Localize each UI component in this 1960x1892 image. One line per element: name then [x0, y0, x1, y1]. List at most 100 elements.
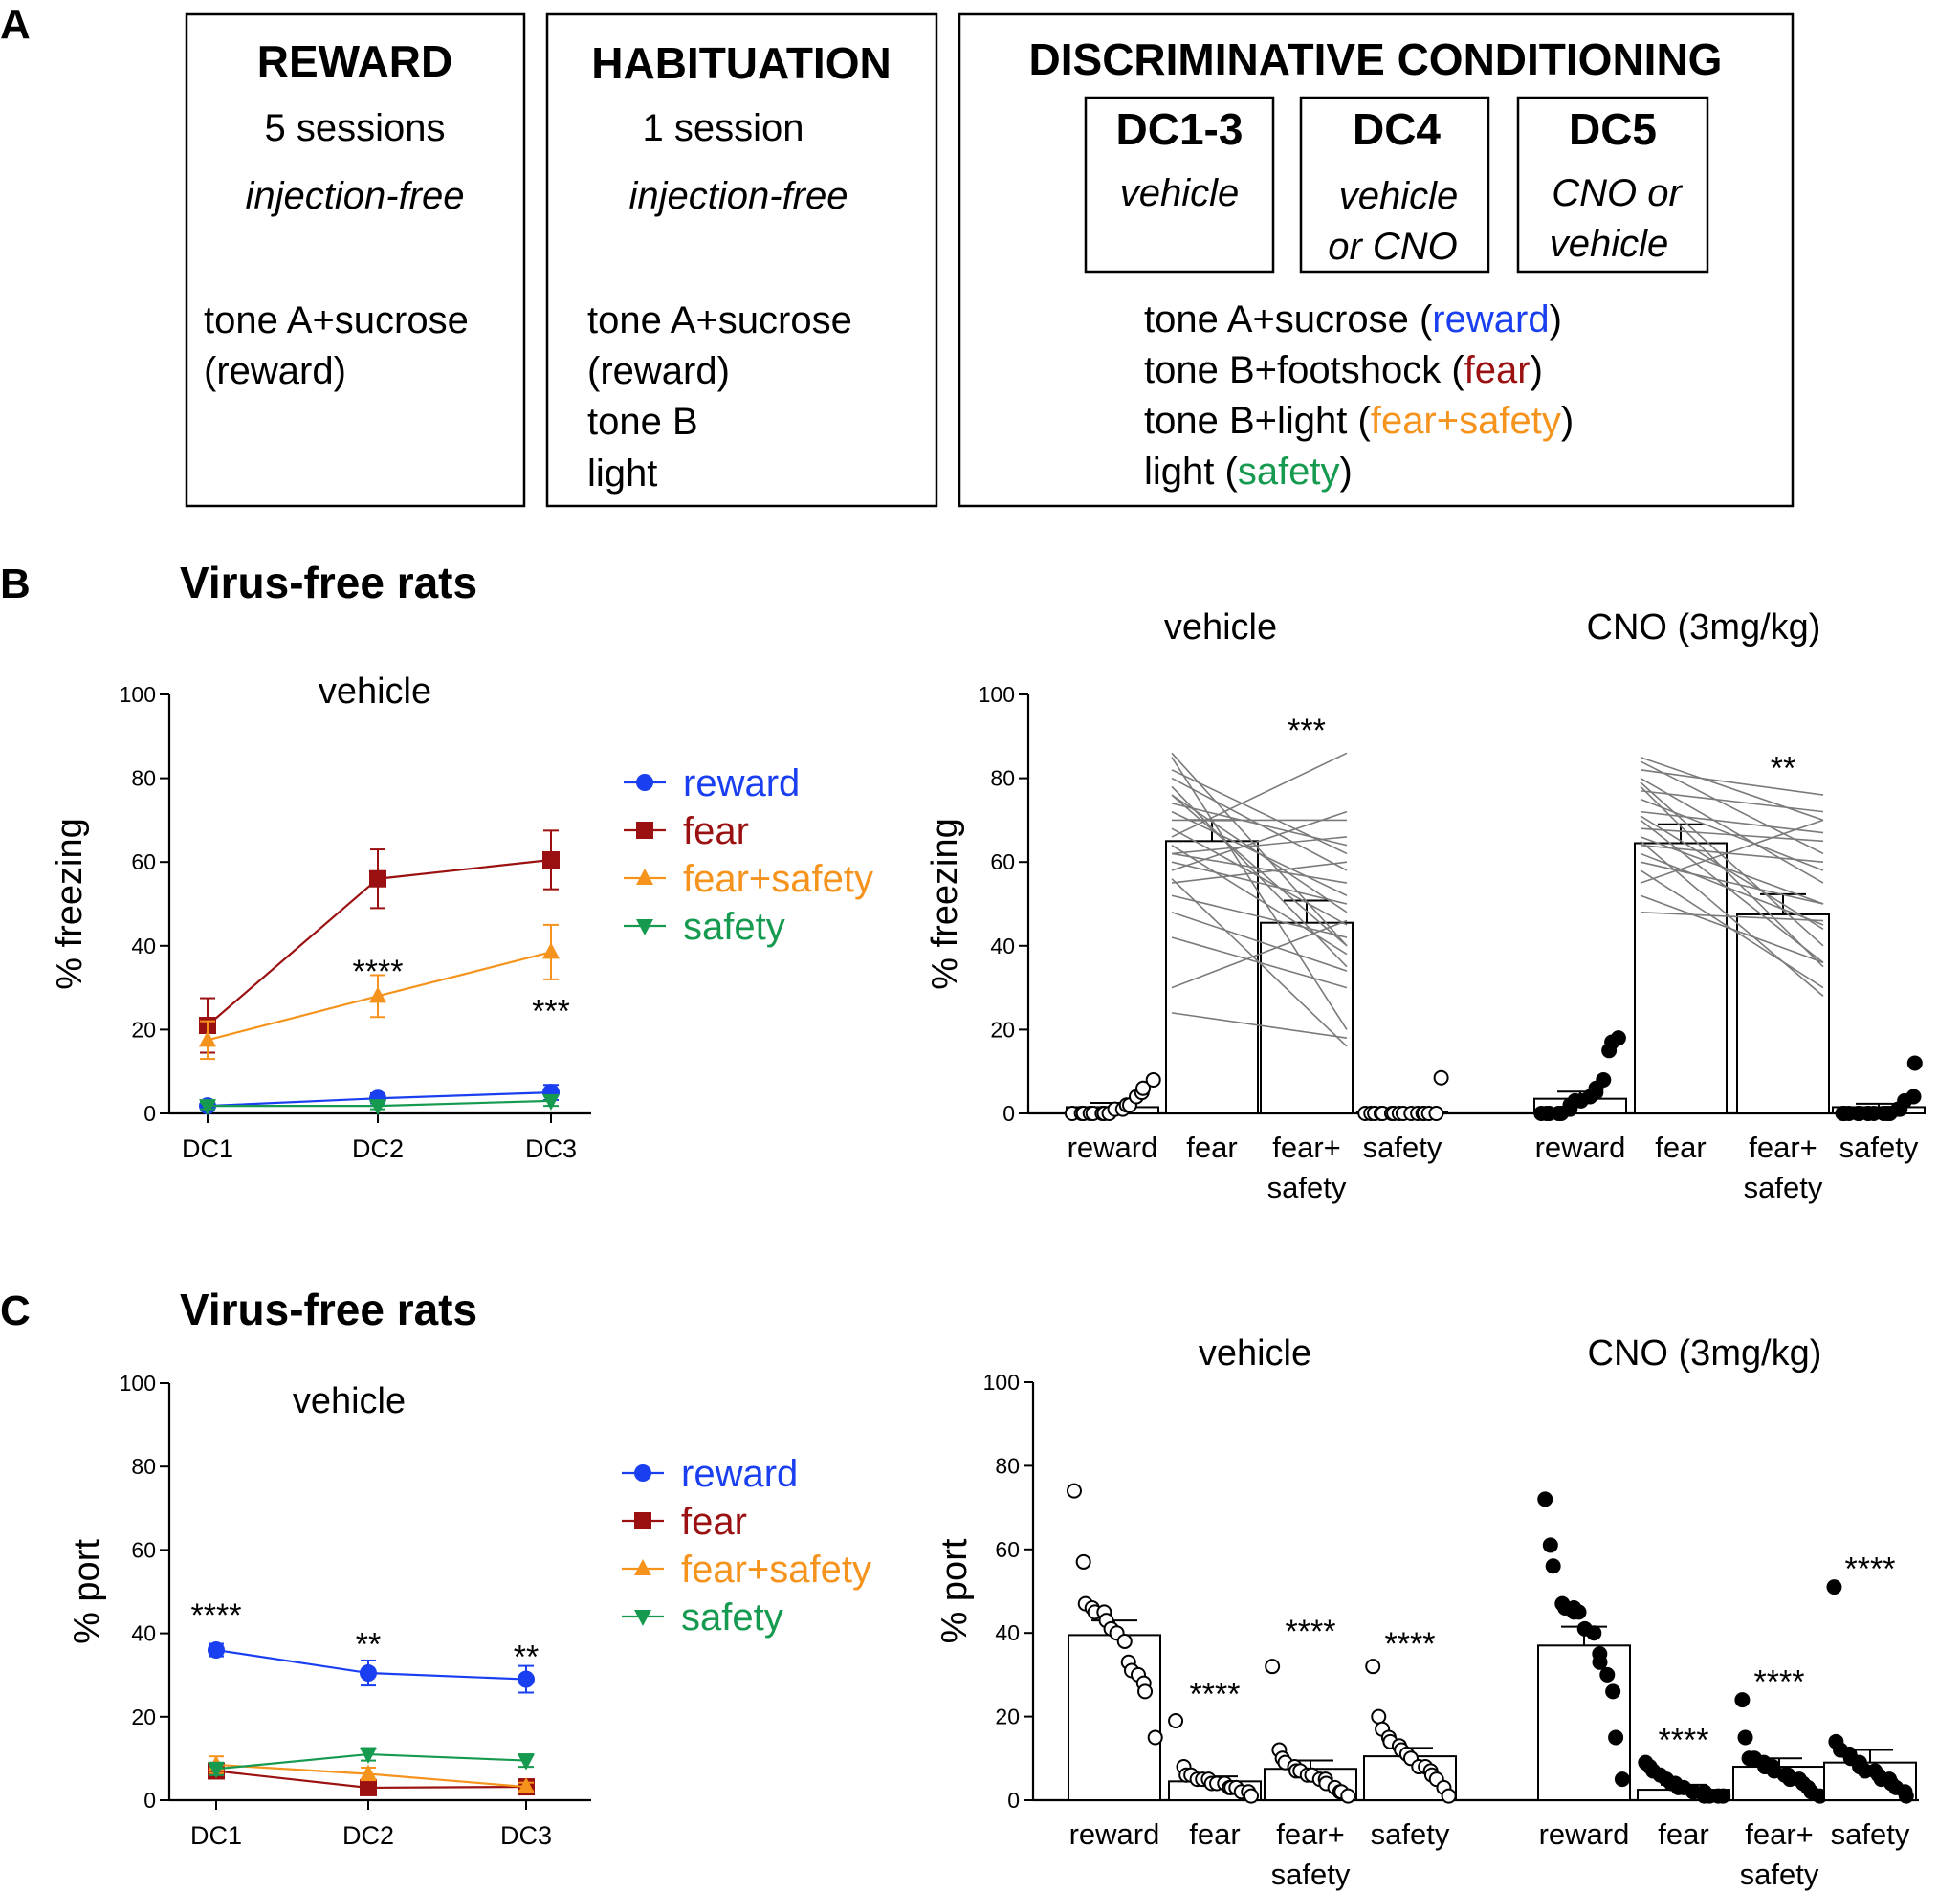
dc-trial-text: tone B+footshock ( [1144, 349, 1464, 391]
individual-point [1265, 1659, 1281, 1675]
individual-point [1066, 1483, 1082, 1499]
habituation-box-title: HABITUATION [591, 38, 891, 88]
legend-marker-reward [634, 1464, 651, 1482]
dc-sub-box-3 [1516, 96, 1709, 274]
paired-line [1640, 777, 1824, 884]
data-point-safety [518, 1753, 535, 1771]
y-tick-label: 80 [990, 766, 1015, 791]
individual-point [1605, 1683, 1621, 1700]
legend-marker-safety [634, 1610, 651, 1626]
dc-sub-2-line-1: vehicle [1339, 175, 1459, 217]
paired-line [1640, 840, 1824, 997]
paired-line [1171, 752, 1348, 838]
significance-marker: ** [1771, 750, 1795, 786]
chart-title: vehicle [293, 1381, 406, 1421]
dc-trial-1: tone A+sucrose (reward) [1144, 298, 1562, 341]
dc-trial-label-fear_safety: fear+safety [1371, 400, 1561, 442]
data-point-safety [542, 1093, 560, 1111]
paired-line [1640, 789, 1824, 813]
y-tick-label: 0 [143, 1101, 156, 1126]
y-tick-label: 40 [131, 934, 156, 958]
individual-point [1537, 1491, 1553, 1507]
y-tick-label: 40 [990, 934, 1015, 958]
y-axis-title: % freezing [50, 818, 90, 990]
data-point-reward [360, 1664, 377, 1683]
data-point-fear_safety [369, 986, 386, 1003]
paired-line [1640, 810, 1824, 834]
y-tick-label: 40 [131, 1621, 156, 1646]
data-point-safety [369, 1099, 386, 1116]
y-tick-label: 100 [120, 1371, 156, 1396]
individual-point [1596, 1071, 1612, 1088]
dc-sub-2-title: DC4 [1353, 104, 1441, 154]
legend-marker-fear [636, 822, 653, 839]
paired-line [1171, 752, 1348, 947]
dc-sub-2-line-2: or CNO [1328, 226, 1458, 268]
dc-sub-3-title: DC5 [1569, 104, 1657, 154]
paired-line [1640, 852, 1824, 926]
legend-marker-fear_safety [636, 869, 653, 885]
legend-marker-safety [636, 919, 653, 935]
dc-trial-text: light ( [1144, 451, 1238, 493]
bar [1537, 1644, 1631, 1802]
panel-letter-c: C [0, 1287, 31, 1334]
dc-trial-text: ) [1561, 400, 1574, 442]
data-point-safety [208, 1762, 225, 1779]
panel-a: A REWARD 5 sessions injection-free tone … [0, 1, 1795, 508]
individual-point [1365, 1659, 1381, 1675]
legend-label-fear: fear [683, 810, 749, 852]
legend-label-fear_safety: fear+safety [683, 858, 873, 900]
paired-line [1640, 819, 1824, 963]
significance-marker: **** [1659, 1722, 1709, 1758]
data-point-fear_safety [542, 942, 560, 959]
x-tick-label: safety [1267, 1171, 1347, 1204]
data-point-fear_safety [518, 1777, 535, 1794]
dc-trial-text: tone A+sucrose ( [1144, 298, 1433, 341]
x-tick-label: fear+ [1272, 1131, 1341, 1164]
paired-line [1171, 794, 1348, 947]
data-point-fear_safety [360, 1764, 377, 1781]
dc-trial-label-reward: reward [1432, 298, 1549, 341]
reward-box-line-1: tone A+sucrose [204, 299, 469, 341]
paired-line [1171, 861, 1348, 905]
panel-c-title: Virus-free rats [180, 1285, 477, 1334]
y-axis-title: % freezing [925, 818, 965, 990]
significance-marker: **** [1286, 1614, 1336, 1650]
significance-marker: **** [1754, 1663, 1805, 1700]
y-tick-label: 80 [995, 1453, 1020, 1478]
x-tick-label: safety [1363, 1131, 1442, 1164]
individual-point [1433, 1069, 1449, 1086]
y-tick-label: 60 [990, 849, 1015, 874]
individual-point [1147, 1729, 1163, 1746]
data-point-fear [360, 1778, 377, 1796]
habituation-box-line-2: (reward) [587, 350, 730, 392]
dc-sub-1-title: DC1-3 [1116, 104, 1244, 154]
paired-line [1640, 911, 1824, 922]
dc-box-title: DISCRIMINATIVE CONDITIONING [1029, 34, 1723, 84]
individual-point [1135, 1080, 1152, 1096]
x-tick-label: DC1 [182, 1134, 233, 1163]
individual-point [1137, 1683, 1154, 1700]
paired-line [1171, 803, 1348, 847]
x-tick-label: DC1 [190, 1821, 242, 1850]
group-title: CNO (3mg/kg) [1587, 607, 1821, 648]
legend-label-fear: fear [681, 1501, 747, 1543]
dc-sub-3-line-2: vehicle [1550, 223, 1669, 265]
dc-trial-text: tone B+light ( [1144, 400, 1371, 442]
individual-point [1571, 1604, 1587, 1620]
y-axis-title: % port [67, 1539, 107, 1644]
individual-point [1542, 1537, 1558, 1553]
paired-line [1640, 756, 1824, 822]
y-tick-label: 100 [979, 682, 1015, 707]
habituation-box-line-4: light [587, 452, 657, 495]
significance-marker: **** [1190, 1676, 1241, 1712]
paired-line [1171, 810, 1348, 871]
panel-letter-a: A [0, 1, 31, 48]
x-tick-label: safety [1831, 1817, 1910, 1851]
x-tick-label: fear+ [1745, 1817, 1814, 1851]
x-tick-label: reward [1539, 1817, 1630, 1851]
y-tick-label: 0 [143, 1788, 156, 1813]
paired-line [1171, 827, 1348, 926]
paired-line [1171, 845, 1348, 956]
